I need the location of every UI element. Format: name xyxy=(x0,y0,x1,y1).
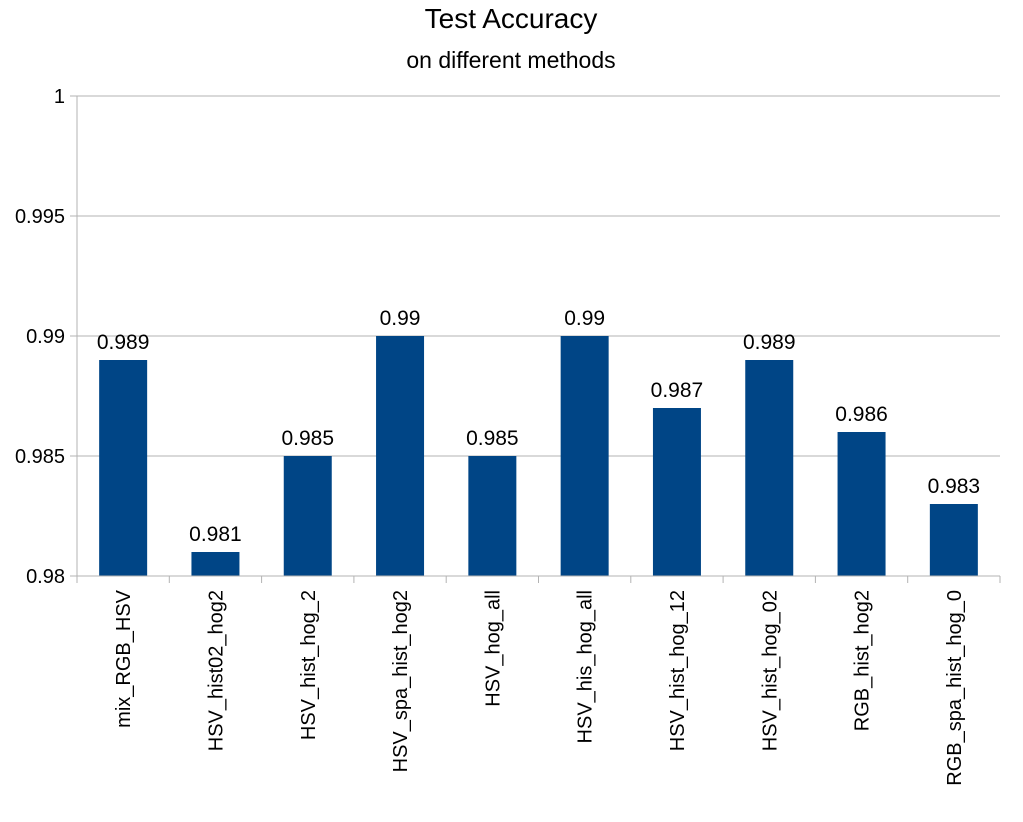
bar-value-label: 0.987 xyxy=(651,379,704,402)
bar-value-label: 0.983 xyxy=(928,475,981,498)
x-category-label: RGB_hist_hog2 xyxy=(852,590,874,731)
bar-value-label: 0.985 xyxy=(466,427,519,450)
bar-value-label: 0.985 xyxy=(281,427,334,450)
bar-value-label: 0.99 xyxy=(380,307,421,330)
y-tick-label: 0.99 xyxy=(26,326,65,348)
bar xyxy=(837,432,886,576)
data-labels: 0.989 0.981 0.985 0.99 0.985 0.99 0.987 0.989 0.… xyxy=(97,307,980,546)
y-tick-label: 1 xyxy=(54,86,65,108)
bar xyxy=(283,456,332,576)
y-tick-label: 0.98 xyxy=(26,566,65,588)
bar-value-label: 0.981 xyxy=(189,523,242,546)
bar-value-label: 0.986 xyxy=(835,403,888,426)
bar xyxy=(560,336,609,576)
chart-title: Test Accuracy xyxy=(425,3,598,34)
bar xyxy=(929,504,978,576)
bar xyxy=(191,552,240,576)
bar xyxy=(652,408,701,576)
bar-value-label: 0.989 xyxy=(743,331,796,354)
bar xyxy=(99,360,148,576)
y-tick-label: 0.985 xyxy=(15,446,65,468)
chart-subtitle: on different methods xyxy=(406,47,615,73)
x-category-label: RGB_spa_hist_hog_0 xyxy=(944,590,966,786)
x-category-label: HSV_hist_hog_12 xyxy=(667,590,689,751)
x-category-label: HSV_hist_hog_02 xyxy=(759,590,781,751)
x-category-label: HSV_hist_hog_2 xyxy=(298,590,320,740)
x-category-label: HSV_his_hog_all xyxy=(575,590,597,743)
bar xyxy=(376,336,425,576)
y-axis-ticks: 0.98 0.985 0.99 0.995 1 xyxy=(15,86,77,588)
x-axis: mix_RGB_HSV HSV_hist02_hog2 HSV_hist_hog_2… xyxy=(76,96,1001,786)
y-tick-label: 0.995 xyxy=(15,206,65,228)
x-category-label: HSV_spa_hist_hog2 xyxy=(390,590,412,772)
x-category-label: HSV_hog_all xyxy=(482,590,504,707)
x-category-label: mix_RGB_HSV xyxy=(113,589,135,727)
bar xyxy=(745,360,794,576)
bars xyxy=(99,336,978,576)
bar-value-label: 0.99 xyxy=(564,307,605,330)
bar xyxy=(468,456,517,576)
x-category-label: HSV_hist02_hog2 xyxy=(205,590,227,751)
bar-value-label: 0.989 xyxy=(97,331,150,354)
